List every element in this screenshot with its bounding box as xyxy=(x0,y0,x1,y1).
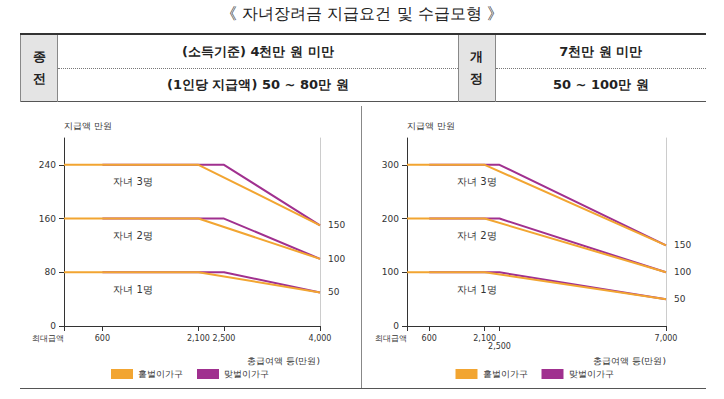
svg-text:100: 100 xyxy=(328,254,345,264)
svg-text:7,000: 7,000 xyxy=(655,334,678,343)
html-text:《 자녀장려금 지급요건 및 수급모형 》: 《 자녀장려금 지급요건 및 수급모형 》 xyxy=(221,4,503,23)
svg-text:600: 600 xyxy=(422,334,437,343)
svg-text:4,000: 4,000 xyxy=(309,334,332,343)
html-text:정: 정 xyxy=(470,71,483,86)
svg-text:지급액 만원: 지급액 만원 xyxy=(64,121,112,131)
svg-text:50: 50 xyxy=(674,294,686,304)
svg-text:자녀 3명: 자녀 3명 xyxy=(113,176,153,187)
svg-text:2,500: 2,500 xyxy=(488,342,511,351)
svg-text:자녀 3명: 자녀 3명 xyxy=(457,176,497,187)
svg-text:600: 600 xyxy=(95,334,110,343)
html-text:(소득기준) 4천만 원 미만: (소득기준) 4천만 원 미만 xyxy=(182,43,334,59)
svg-text:총급여액 등(만원): 총급여액 등(만원) xyxy=(247,356,320,366)
svg-text:지급액 만원: 지급액 만원 xyxy=(407,121,455,131)
html-text:종: 종 xyxy=(32,49,46,64)
html-text:7천만 원 미만: 7천만 원 미만 xyxy=(559,43,643,59)
svg-text:2,100: 2,100 xyxy=(187,334,210,343)
svg-text:50: 50 xyxy=(328,287,340,297)
svg-text:2,100: 2,100 xyxy=(473,333,497,343)
svg-text:맞벌이가구: 맞벌이가구 xyxy=(224,369,269,379)
svg-text:자녀 2명: 자녀 2명 xyxy=(113,230,153,241)
svg-text:자녀 2명: 자녀 2명 xyxy=(457,230,497,241)
svg-text:80: 80 xyxy=(45,267,57,277)
svg-text:100: 100 xyxy=(674,267,691,277)
svg-text:200: 200 xyxy=(382,214,399,224)
svg-text:총급여액 등(만원): 총급여액 등(만원) xyxy=(593,356,666,366)
html-text:(1인당 지급액) 50 ~ 80만 원: (1인당 지급액) 50 ~ 80만 원 xyxy=(166,76,349,92)
svg-text:최대급액: 최대급액 xyxy=(32,334,64,343)
svg-text:0: 0 xyxy=(50,321,56,331)
svg-text:160: 160 xyxy=(39,214,56,224)
svg-text:240: 240 xyxy=(39,160,56,170)
svg-text:0: 0 xyxy=(393,321,399,331)
html-text:50 ~ 100만 원: 50 ~ 100만 원 xyxy=(552,76,649,92)
svg-text:150: 150 xyxy=(674,240,691,250)
svg-text:100: 100 xyxy=(382,267,399,277)
svg-text:2,500: 2,500 xyxy=(213,334,236,343)
svg-text:300: 300 xyxy=(382,160,399,170)
svg-text:자녀 1명: 자녀 1명 xyxy=(113,284,153,295)
svg-text:홑벌이가구: 홑벌이가구 xyxy=(483,369,528,379)
svg-text:최대급액: 최대급액 xyxy=(375,334,407,343)
svg-text:맞벌이가구: 맞벌이가구 xyxy=(569,369,614,379)
html-text:개: 개 xyxy=(470,49,483,64)
svg-text:자녀 1명: 자녀 1명 xyxy=(457,284,497,295)
svg-text:홑벌이가구: 홑벌이가구 xyxy=(138,369,183,379)
svg-text:150: 150 xyxy=(328,220,345,230)
html-text:전: 전 xyxy=(32,71,46,86)
